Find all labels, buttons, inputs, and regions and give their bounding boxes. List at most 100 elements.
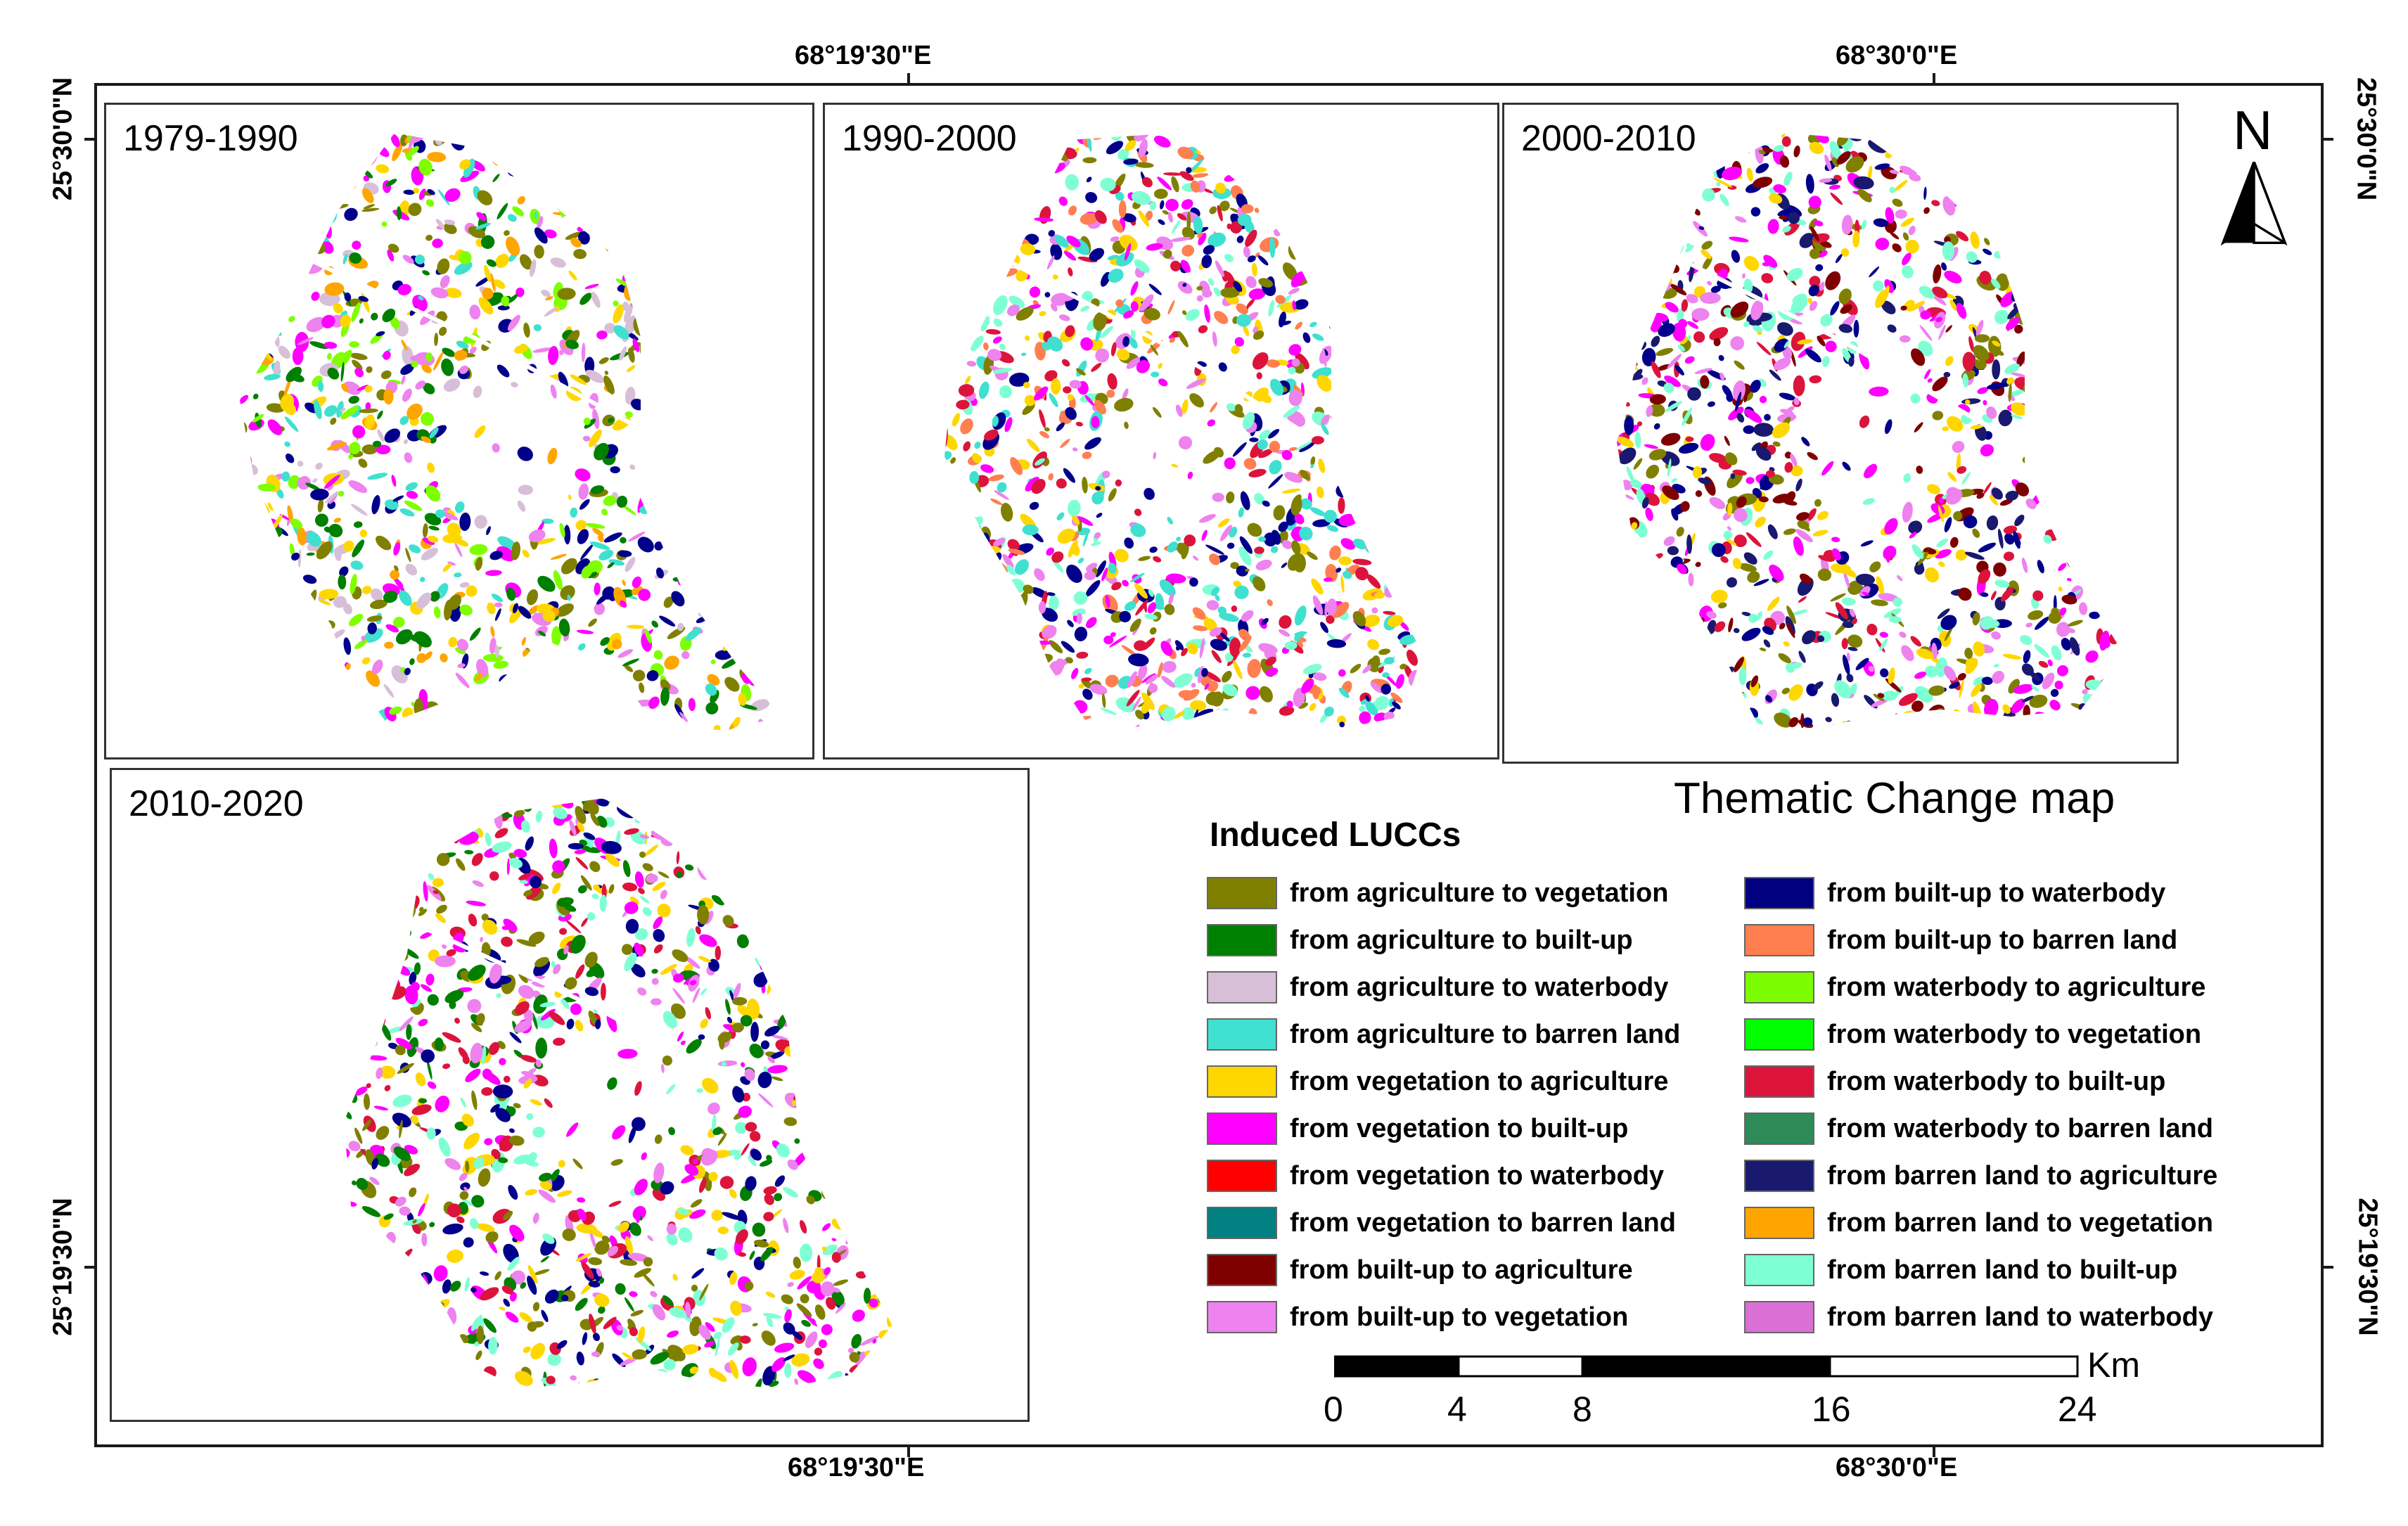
legend-swatch — [1744, 1065, 1814, 1098]
legend-label: from waterbody to built-up — [1827, 1066, 2166, 1096]
legend-label: from built-up to barren land — [1827, 925, 2178, 955]
legend-item: from vegetation to barren land — [1207, 1205, 1676, 1241]
legend-label: from vegetation to waterbody — [1290, 1160, 1665, 1191]
legend-item: from built-up to agriculture — [1207, 1252, 1633, 1288]
scale-tick-16: 16 — [1812, 1390, 1851, 1429]
scale-tick-0: 0 — [1324, 1390, 1343, 1429]
map-panel-2000-2010: 2000-2010 — [1502, 103, 2179, 764]
legend-item: from barren land to vegetation — [1744, 1205, 2213, 1241]
lat-label-left-bottom: 25°19'30"N — [48, 1198, 78, 1336]
scale-unit: Km — [2087, 1345, 2140, 1385]
change-patches — [240, 133, 781, 731]
legend-item: from vegetation to agriculture — [1207, 1063, 1668, 1100]
legend-label: from vegetation to barren land — [1290, 1207, 1676, 1238]
scale-tick-8: 8 — [1573, 1390, 1592, 1429]
legend-title: Induced LUCCs — [1210, 816, 1461, 854]
tick-right-1 — [2322, 138, 2333, 141]
legend-swatch — [1207, 1254, 1277, 1286]
map-panel-1979-1990: 1979-1990 — [104, 103, 814, 759]
legend-label: from waterbody to agriculture — [1827, 972, 2206, 1002]
legend-label: from barren land to built-up — [1827, 1255, 2178, 1285]
north-arrow-icon — [2220, 162, 2288, 246]
legend-swatch — [1744, 1301, 1814, 1333]
legend-swatch — [1207, 924, 1277, 956]
legend-item: from waterbody to built-up — [1744, 1063, 2165, 1100]
legend-item: from agriculture to barren land — [1207, 1016, 1680, 1053]
legend-swatch — [1207, 1160, 1277, 1192]
legend-item: from barren land to built-up — [1744, 1252, 2177, 1288]
scale-tick-24: 24 — [2058, 1390, 2097, 1429]
legend-label: from barren land to vegetation — [1827, 1207, 2213, 1238]
lon-label-top-right: 68°30'0"E — [1836, 41, 1958, 70]
legend-item: from agriculture to vegetation — [1207, 875, 1668, 911]
panel-label: 1990-2000 — [842, 118, 1017, 159]
legend-swatch — [1744, 877, 1814, 909]
legend-swatch — [1207, 1207, 1277, 1239]
legend-item: from built-up to vegetation — [1207, 1299, 1628, 1335]
legend-label: from agriculture to waterbody — [1290, 972, 1669, 1002]
change-map-1990-2000 — [944, 133, 1423, 731]
tick-left-1 — [84, 138, 96, 141]
legend-swatch — [1744, 1254, 1814, 1286]
legend-label: from barren land to waterbody — [1827, 1302, 2213, 1332]
map-panel-2010-2020: 2010-2020 — [110, 768, 1030, 1422]
legend-item: from vegetation to built-up — [1207, 1110, 1628, 1147]
panel-label: 2010-2020 — [129, 783, 304, 824]
legend-swatch — [1207, 1301, 1277, 1333]
north-label: N — [2233, 99, 2273, 161]
legend-swatch — [1207, 971, 1277, 1004]
tick-right-2 — [2322, 1266, 2333, 1269]
panel-label: 1979-1990 — [123, 118, 298, 159]
legend-item: from built-up to barren land — [1744, 922, 2177, 958]
legend-label: from built-up to vegetation — [1290, 1302, 1629, 1332]
legend-item: from waterbody to barren land — [1744, 1110, 2213, 1147]
map-frame — [94, 83, 2324, 1447]
legend-swatch — [1207, 1065, 1277, 1098]
change-map-1979-1990 — [240, 133, 781, 731]
tick-top-1 — [907, 73, 910, 84]
tick-top-2 — [1933, 73, 1935, 84]
panel-label: 2000-2010 — [1521, 118, 1696, 159]
legend-item: from agriculture to waterbody — [1207, 969, 1668, 1006]
lon-label-top-left: 68°19'30"E — [795, 41, 932, 70]
lat-label-left-top: 25°30'0"N — [48, 77, 78, 201]
legend-swatch — [1207, 877, 1277, 909]
change-patches — [1617, 133, 2123, 731]
legend-swatch — [1744, 1113, 1814, 1145]
change-map-2000-2010 — [1617, 133, 2123, 731]
legend-swatch — [1744, 971, 1814, 1004]
tick-bottom-2 — [1933, 1446, 1935, 1457]
legend-item: from barren land to agriculture — [1744, 1158, 2217, 1194]
map-title: Thematic Change map — [1674, 774, 2115, 823]
legend-swatch — [1744, 1207, 1814, 1239]
legend-label: from vegetation to built-up — [1290, 1113, 1629, 1143]
legend-item: from barren land to waterbody — [1744, 1299, 2213, 1335]
map-panel-1990-2000: 1990-2000 — [823, 103, 1499, 759]
legend-label: from agriculture to barren land — [1290, 1019, 1681, 1049]
legend-item: from vegetation to waterbody — [1207, 1158, 1664, 1194]
legend-item: from agriculture to built-up — [1207, 922, 1633, 958]
legend-label: from agriculture to built-up — [1290, 925, 1633, 955]
lon-label-bottom-right: 68°30'0"E — [1836, 1453, 1958, 1482]
legend-swatch — [1207, 1113, 1277, 1145]
legend-swatch — [1744, 1160, 1814, 1192]
lat-label-right-bottom: 25°19'30"N — [2352, 1198, 2383, 1336]
tick-left-2 — [84, 1266, 96, 1269]
change-patches — [344, 798, 892, 1389]
lon-label-bottom-left: 68°19'30"E — [788, 1453, 925, 1482]
legend-item: from waterbody to agriculture — [1744, 969, 2205, 1006]
legend-item: from waterbody to vegetation — [1744, 1016, 2201, 1053]
tick-bottom-1 — [907, 1446, 910, 1457]
lat-label-right-top: 25°30'0"N — [2351, 77, 2381, 201]
legend-label: from waterbody to vegetation — [1827, 1019, 2202, 1049]
legend-label: from vegetation to agriculture — [1290, 1066, 1669, 1096]
scale-tick-4: 4 — [1447, 1390, 1467, 1429]
legend-label: from waterbody to barren land — [1827, 1113, 2213, 1143]
legend-label: from agriculture to vegetation — [1290, 878, 1669, 908]
legend-label: from built-up to agriculture — [1290, 1255, 1633, 1285]
change-patches — [944, 133, 1423, 731]
change-map-2010-2020 — [344, 798, 892, 1389]
legend-label: from built-up to waterbody — [1827, 878, 2166, 908]
legend-swatch — [1744, 1018, 1814, 1051]
legend-swatch — [1207, 1018, 1277, 1051]
